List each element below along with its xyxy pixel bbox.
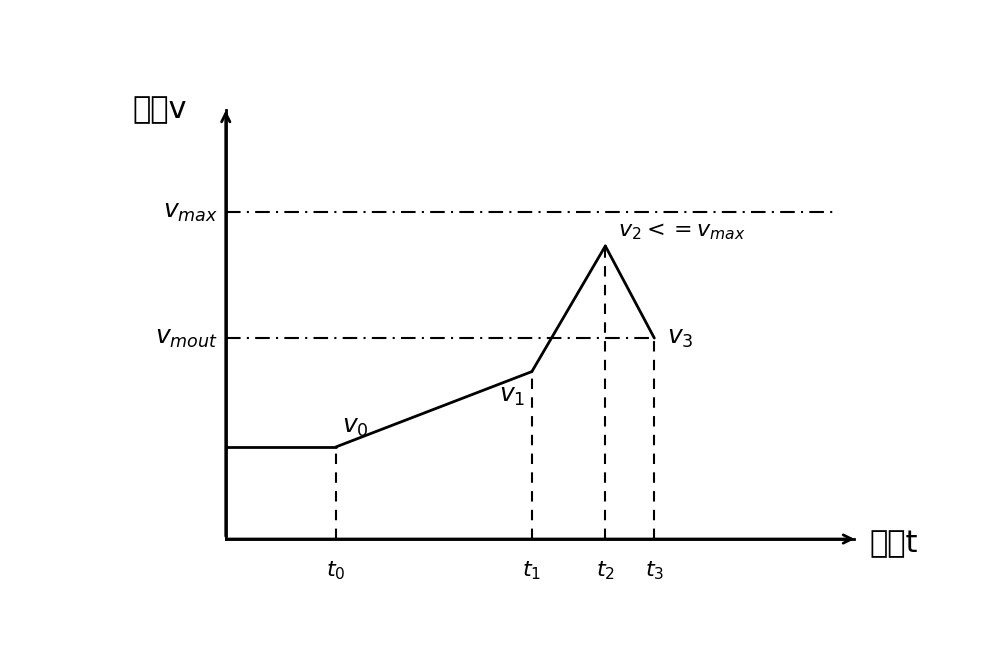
Text: $v_{mout}$: $v_{mout}$ — [155, 326, 218, 350]
Text: $t_2$: $t_2$ — [596, 560, 615, 582]
Text: $v_1$: $v_1$ — [499, 384, 526, 408]
Text: $v_0$: $v_0$ — [342, 414, 369, 438]
Text: $v_3$: $v_3$ — [667, 326, 693, 350]
Text: 速度v: 速度v — [133, 95, 187, 124]
Text: $v_{max}$: $v_{max}$ — [163, 200, 218, 225]
Text: $t_0$: $t_0$ — [326, 560, 346, 582]
Text: $t_3$: $t_3$ — [645, 560, 664, 582]
Text: $v_2$$<$$=$$v_{max}$: $v_2$$<$$=$$v_{max}$ — [618, 221, 745, 242]
Text: $t_1$: $t_1$ — [522, 560, 541, 582]
Text: 时间t: 时间t — [869, 530, 918, 559]
